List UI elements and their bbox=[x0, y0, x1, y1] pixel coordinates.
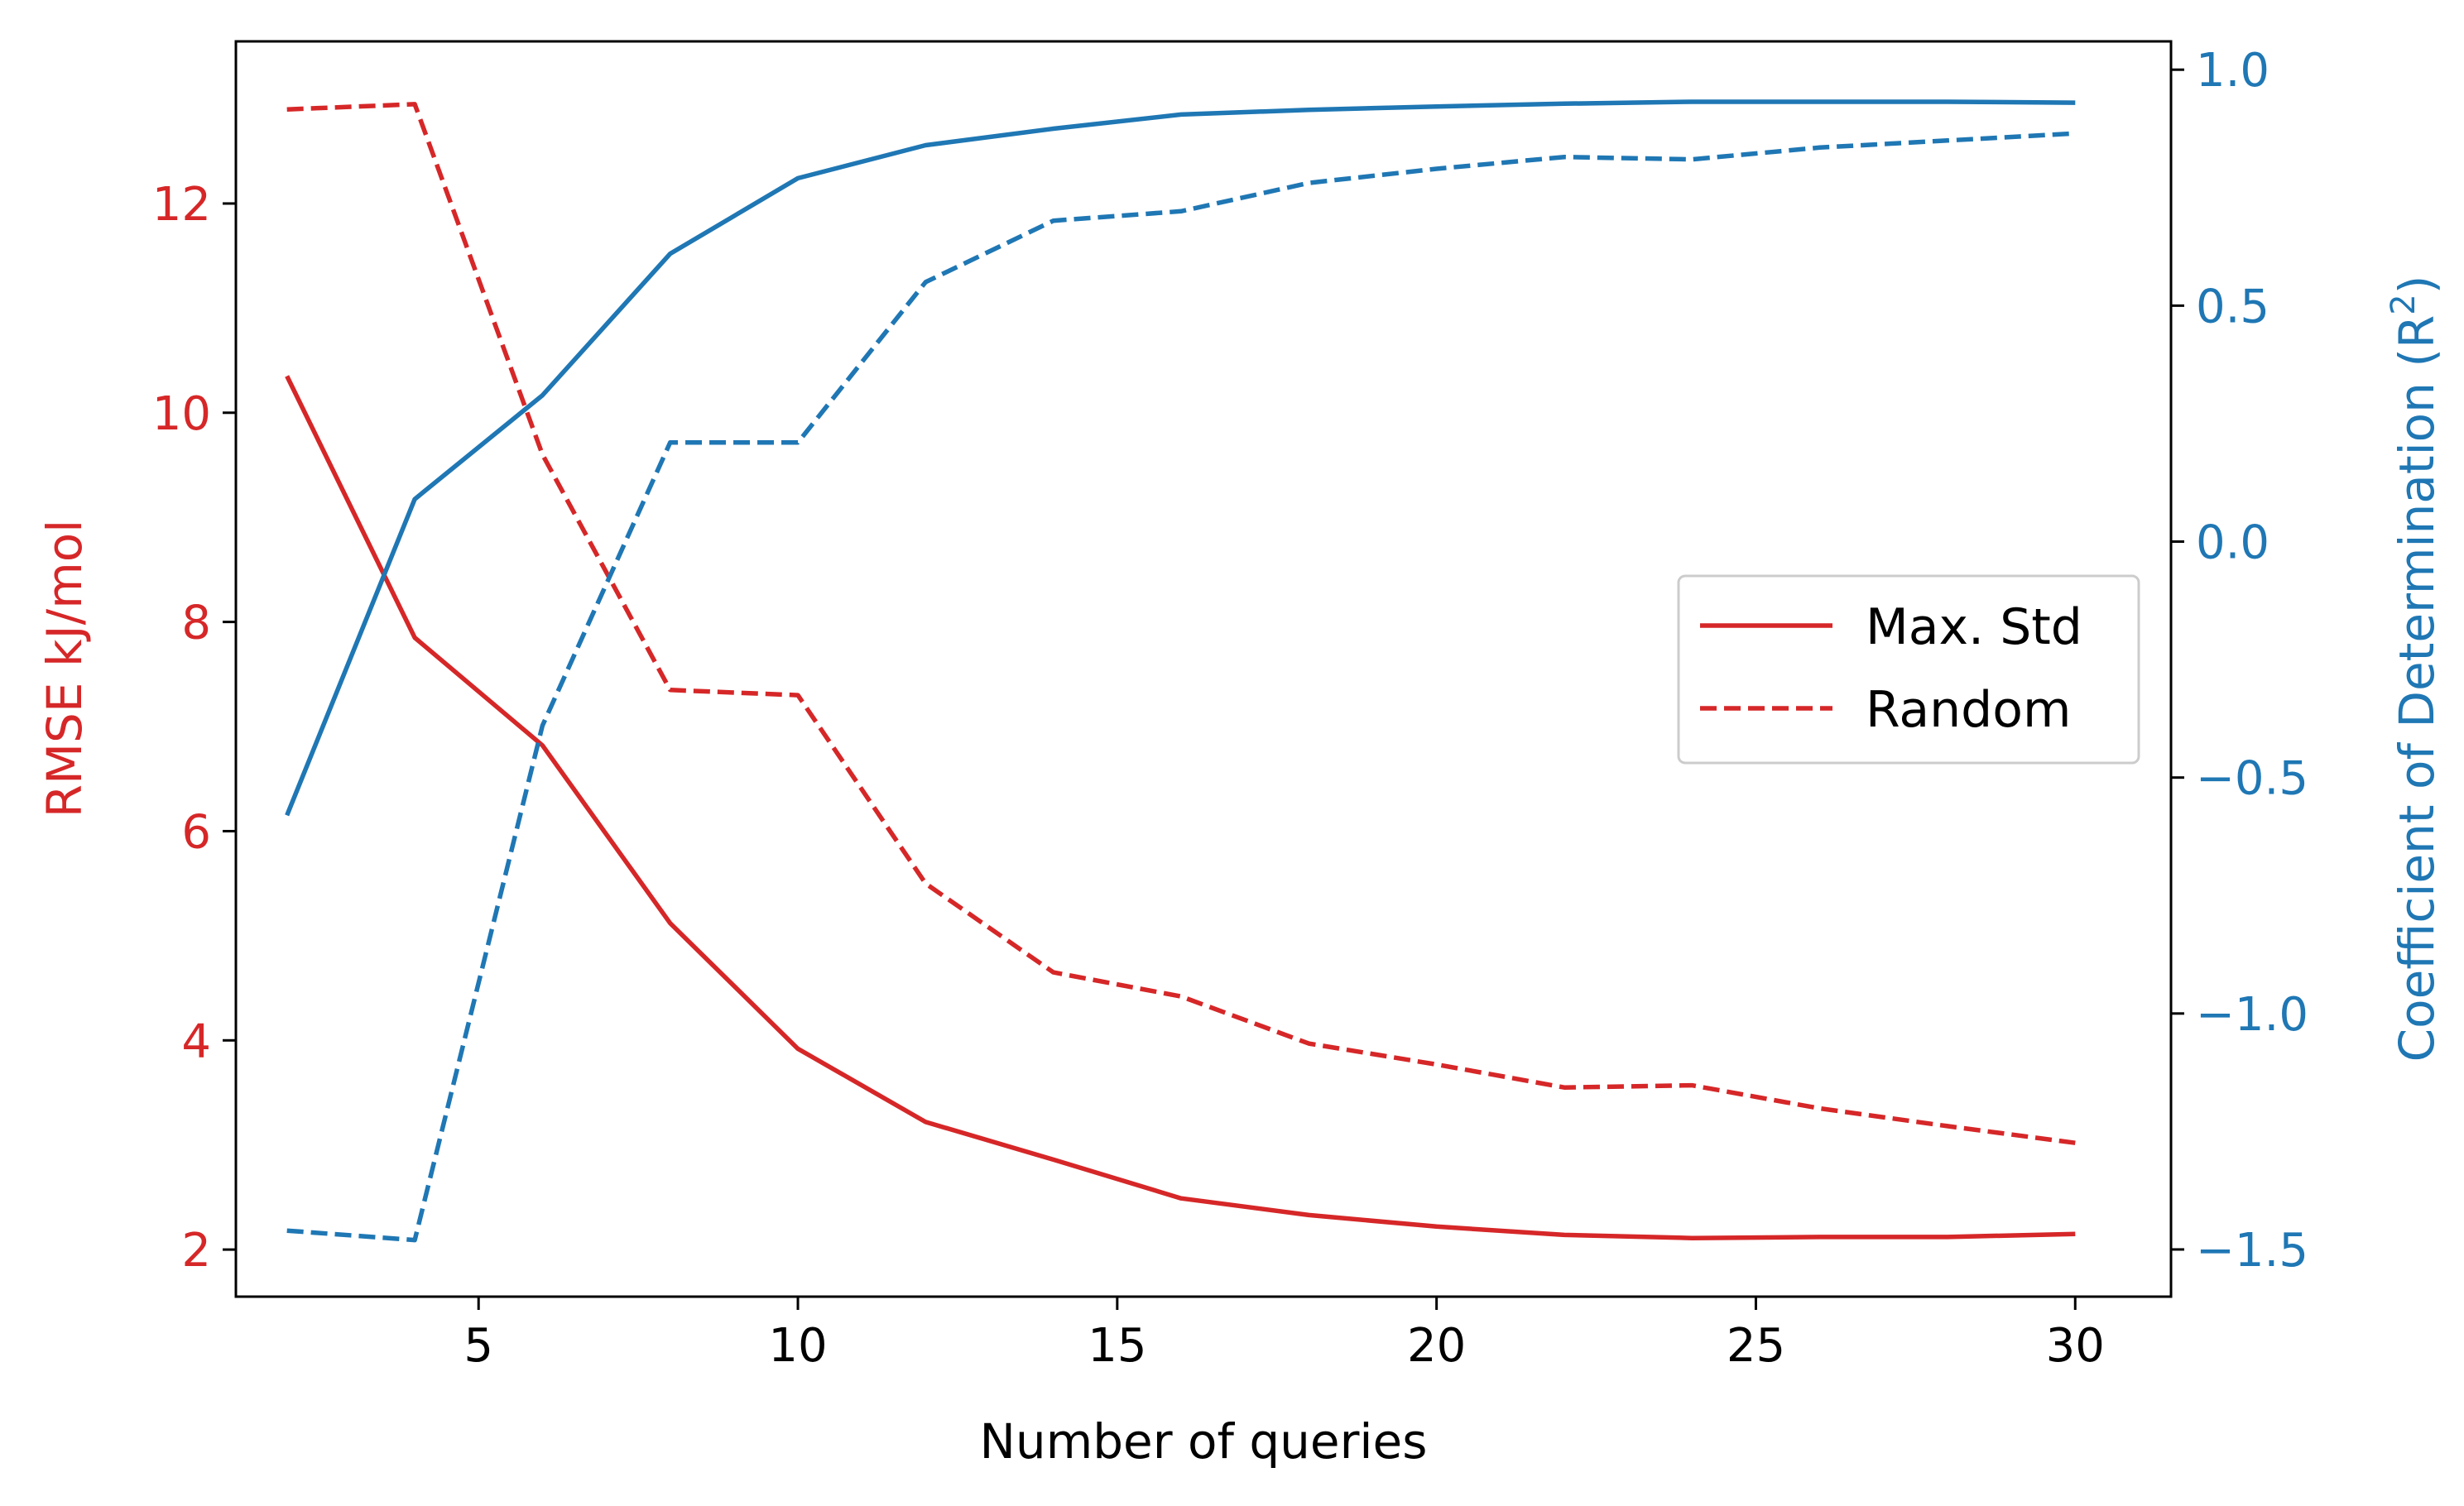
y-right-tick-label: 0.0 bbox=[2196, 516, 2269, 570]
y-axis-left-title: RMSE kJ/mol bbox=[36, 520, 93, 818]
y-left-tick-label: 6 bbox=[181, 805, 211, 859]
y-axis-left: 2 4 6 8 10 12 bbox=[152, 178, 236, 1278]
x-tick-label: 20 bbox=[1407, 1319, 1466, 1373]
x-tick-label: 5 bbox=[464, 1319, 493, 1373]
x-tick-label: 30 bbox=[2046, 1319, 2105, 1373]
y-left-tick-label: 8 bbox=[181, 597, 211, 650]
y-axis-right-title-main: Coefficient of Determination (R bbox=[2389, 315, 2445, 1062]
y-left-tick-label: 4 bbox=[181, 1014, 211, 1068]
legend-label-max-std: Max. Std bbox=[1866, 598, 2082, 656]
x-tick-label: 10 bbox=[768, 1319, 827, 1373]
y-axis-right-title: Coefficient of Determination (R2) bbox=[2385, 276, 2445, 1062]
y-right-tick-label: 0.5 bbox=[2196, 280, 2269, 333]
y-axis-right: 1.0 0.5 0.0 −0.5 −1.0 −1.5 bbox=[2171, 44, 2308, 1278]
series-line-rmse-random bbox=[286, 102, 2076, 1145]
y-right-tick-label: −0.5 bbox=[2196, 752, 2308, 806]
series-line-r2-max-std bbox=[285, 99, 2076, 817]
y-right-tick-label: −1.0 bbox=[2196, 988, 2308, 1042]
x-tick-label: 25 bbox=[1727, 1319, 1785, 1373]
y-axis-right-title-superscript: 2 bbox=[2385, 294, 2423, 314]
y-left-tick-label: 2 bbox=[181, 1224, 211, 1278]
legend: Max. Std Random bbox=[1677, 574, 2140, 765]
y-axis-right-title-close: ) bbox=[2389, 276, 2445, 295]
series-line-rmse-max-std bbox=[285, 375, 2076, 1240]
x-axis: 5 10 15 20 25 30 bbox=[464, 1297, 2105, 1373]
y-right-tick-label: 1.0 bbox=[2196, 44, 2269, 98]
series-layer bbox=[285, 99, 2076, 1243]
legend-label-random: Random bbox=[1866, 681, 2071, 739]
plot-frame bbox=[234, 40, 2173, 1298]
legend-box bbox=[1677, 574, 2140, 765]
y-left-tick-label: 12 bbox=[152, 178, 211, 232]
series-line-r2-random bbox=[286, 131, 2076, 1243]
x-axis-title: Number of queries bbox=[980, 1413, 1428, 1470]
y-right-tick-label: −1.5 bbox=[2196, 1224, 2308, 1278]
y-left-tick-label: 10 bbox=[152, 387, 211, 441]
x-tick-label: 15 bbox=[1088, 1319, 1146, 1373]
